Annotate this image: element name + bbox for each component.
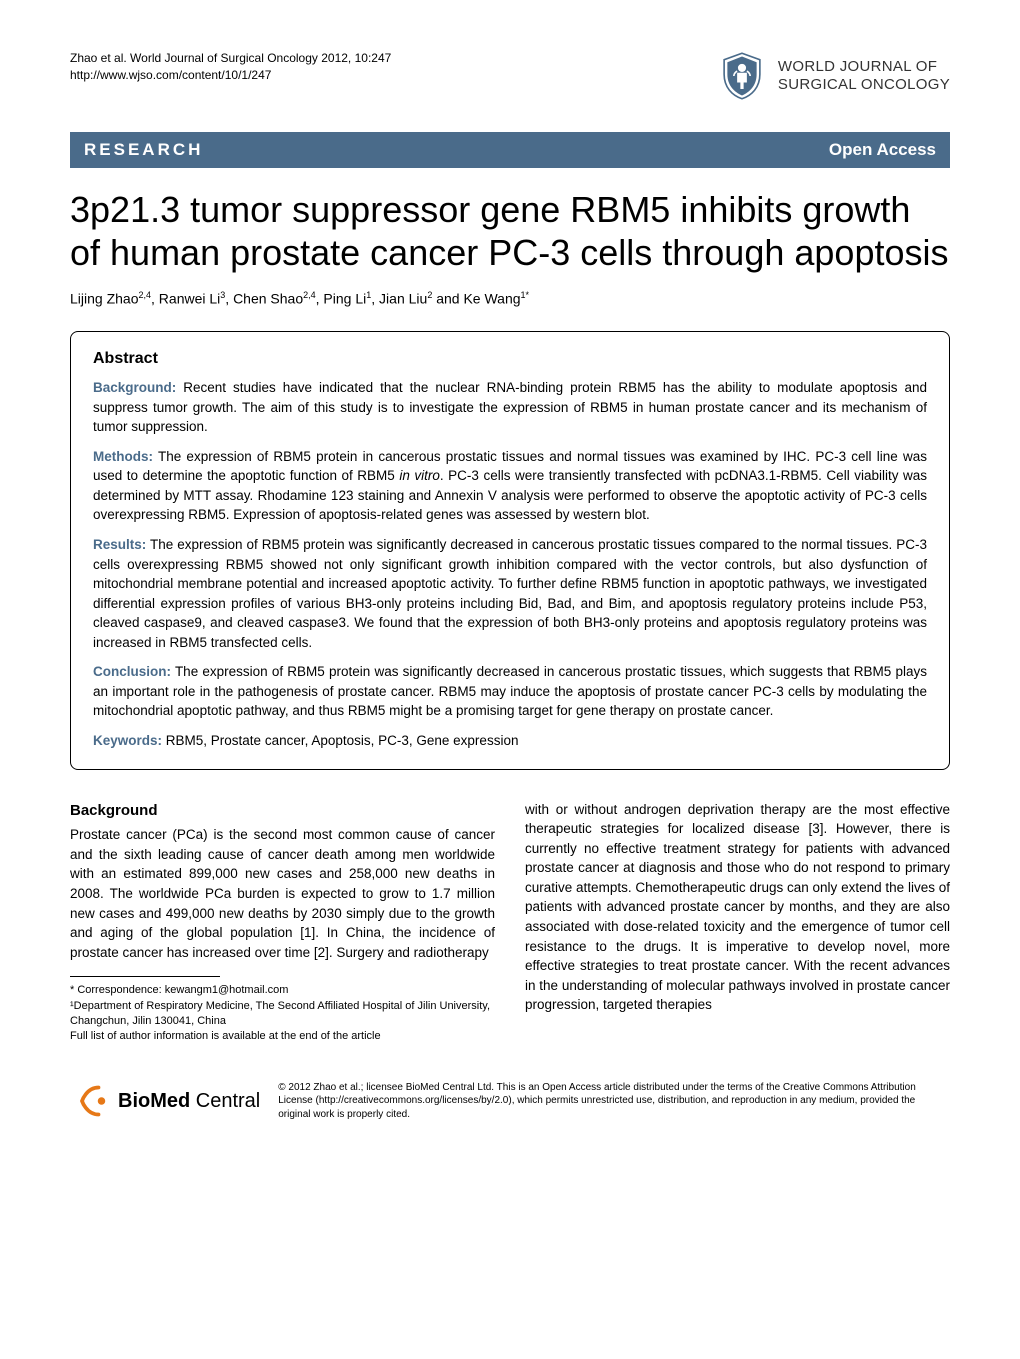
journal-name-line1: WORLD JOURNAL OF: [778, 58, 950, 76]
abstract-conclusion-label: Conclusion:: [93, 664, 171, 679]
abstract-heading: Abstract: [93, 350, 927, 368]
article-type-label: RESEARCH: [84, 140, 203, 160]
abstract-results: Results: The expression of RBM5 protein …: [93, 535, 927, 652]
abstract-results-text: The expression of RBM5 protein was signi…: [93, 537, 927, 650]
bmc-wordmark: BioMed Central: [118, 1090, 260, 1113]
citation-url[interactable]: http://www.wjso.com/content/10/1/247: [70, 67, 391, 84]
abstract-methods-label: Methods:: [93, 449, 153, 464]
abstract-keywords-text: RBM5, Prostate cancer, Apoptosis, PC-3, …: [162, 733, 518, 748]
citation-block: Zhao et al. World Journal of Surgical On…: [70, 50, 391, 84]
abstract-background: Background: Recent studies have indicate…: [93, 378, 927, 437]
background-paragraph-left: Prostate cancer (PCa) is the second most…: [70, 825, 495, 962]
right-column: with or without androgen deprivation the…: [525, 800, 950, 1045]
bmc-bracket-icon: [76, 1083, 112, 1119]
abstract-results-label: Results:: [93, 537, 146, 552]
journal-logo-block: WORLD JOURNAL OF SURGICAL ONCOLOGY: [716, 50, 950, 102]
left-column: Background Prostate cancer (PCa) is the …: [70, 800, 495, 1045]
bmc-word-light: Central: [190, 1090, 260, 1112]
abstract-background-text: Recent studies have indicated that the n…: [93, 380, 927, 434]
abstract-methods: Methods: The expression of RBM5 protein …: [93, 447, 927, 525]
abstract-keywords: Keywords: RBM5, Prostate cancer, Apoptos…: [93, 731, 927, 751]
correspondence-line: * Correspondence: kewangm1@hotmail.com: [70, 983, 495, 998]
abstract-conclusion-text: The expression of RBM5 protein was signi…: [93, 664, 927, 718]
abstract-methods-text: The expression of RBM5 protein in cancer…: [93, 449, 927, 523]
affiliation-line: ¹Department of Respiratory Medicine, The…: [70, 999, 495, 1030]
page-container: Zhao et al. World Journal of Surgical On…: [0, 0, 1020, 1161]
journal-name: WORLD JOURNAL OF SURGICAL ONCOLOGY: [778, 58, 950, 94]
abstract-background-label: Background:: [93, 380, 176, 395]
journal-shield-icon: [716, 50, 768, 102]
footnote-block: * Correspondence: kewangm1@hotmail.com ¹…: [70, 983, 495, 1045]
abstract-box: Abstract Background: Recent studies have…: [70, 331, 950, 770]
footnote-divider: [70, 976, 220, 977]
author-list: Lijing Zhao2,4, Ranwei Li3, Chen Shao2,4…: [70, 290, 950, 307]
article-title: 3p21.3 tumor suppressor gene RBM5 inhibi…: [70, 188, 950, 274]
citation-line: Zhao et al. World Journal of Surgical On…: [70, 51, 391, 65]
open-access-label: Open Access: [829, 140, 936, 160]
page-header: Zhao et al. World Journal of Surgical On…: [70, 50, 950, 102]
background-paragraph-right: with or without androgen deprivation the…: [525, 800, 950, 1015]
full-author-info-line: Full list of author information is avail…: [70, 1029, 495, 1044]
citation-text: Zhao et al. World Journal of Surgical On…: [70, 50, 391, 67]
body-columns: Background Prostate cancer (PCa) is the …: [70, 800, 950, 1045]
bmc-word-bold: BioMed: [118, 1090, 190, 1112]
article-type-bar: RESEARCH Open Access: [70, 132, 950, 168]
abstract-keywords-label: Keywords:: [93, 733, 162, 748]
journal-name-line2: SURGICAL ONCOLOGY: [778, 76, 950, 94]
license-text: © 2012 Zhao et al.; licensee BioMed Cent…: [278, 1081, 944, 1122]
biomed-central-logo: BioMed Central: [76, 1083, 260, 1119]
abstract-conclusion: Conclusion: The expression of RBM5 prote…: [93, 662, 927, 721]
background-heading: Background: [70, 800, 495, 822]
page-footer: BioMed Central © 2012 Zhao et al.; licen…: [70, 1081, 950, 1122]
